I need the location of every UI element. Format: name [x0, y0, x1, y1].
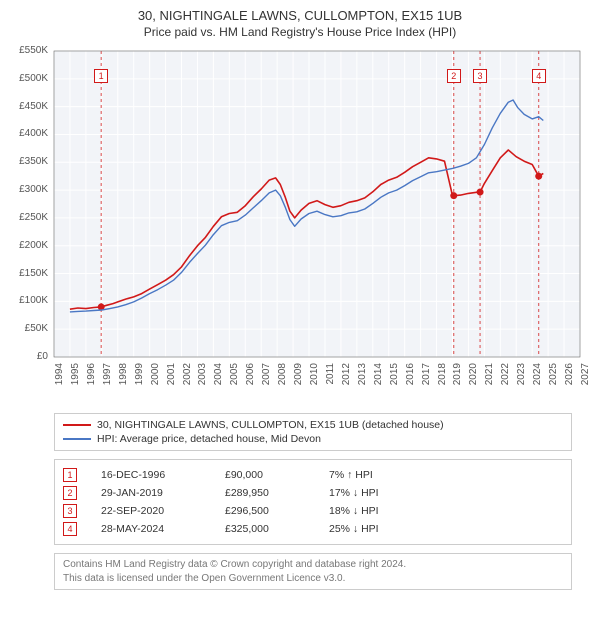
x-tick-label: 2008: [277, 363, 288, 391]
x-tick-label: 1997: [102, 363, 113, 391]
y-tick-label: £400K: [8, 128, 48, 139]
event-price: £90,000: [225, 469, 305, 481]
y-tick-label: £550K: [8, 45, 48, 56]
legend-label: 30, NIGHTINGALE LAWNS, CULLOMPTON, EX15 …: [97, 419, 444, 431]
event-row: 2 29-JAN-2019 £289,950 17% ↓ HPI: [63, 484, 563, 502]
y-tick-label: £350K: [8, 156, 48, 167]
event-price: £325,000: [225, 523, 305, 535]
x-tick-label: 2024: [532, 363, 543, 391]
attribution: Contains HM Land Registry data © Crown c…: [54, 553, 572, 590]
x-tick-label: 1995: [70, 363, 81, 391]
x-tick-label: 2023: [516, 363, 527, 391]
x-tick-label: 2001: [166, 363, 177, 391]
y-tick-label: £250K: [8, 212, 48, 223]
x-tick-label: 2019: [452, 363, 463, 391]
x-tick-label: 1994: [54, 363, 65, 391]
x-tick-label: 2027: [580, 363, 591, 391]
chart-title-sub: Price paid vs. HM Land Registry's House …: [8, 25, 592, 39]
x-tick-label: 1998: [118, 363, 129, 391]
y-tick-label: £200K: [8, 240, 48, 251]
x-tick-label: 2003: [197, 363, 208, 391]
events-table: 1 16-DEC-1996 £90,000 7% ↑ HPI 2 29-JAN-2019 £…: [54, 459, 572, 545]
legend-item: 30, NIGHTINGALE LAWNS, CULLOMPTON, EX15 …: [63, 418, 563, 432]
x-tick-label: 2012: [341, 363, 352, 391]
x-tick-label: 2016: [405, 363, 416, 391]
event-row: 4 28-MAY-2024 £325,000 25% ↓ HPI: [63, 520, 563, 538]
x-tick-label: 2025: [548, 363, 559, 391]
event-date: 16-DEC-1996: [101, 469, 201, 481]
event-price: £289,950: [225, 487, 305, 499]
x-tick-label: 2004: [213, 363, 224, 391]
event-marker-icon: 3: [63, 504, 77, 518]
x-tick-label: 2010: [309, 363, 320, 391]
x-tick-label: 2017: [421, 363, 432, 391]
y-tick-label: £150K: [8, 268, 48, 279]
legend-swatch: [63, 424, 91, 426]
x-tick-label: 2014: [373, 363, 384, 391]
event-delta: 7% ↑ HPI: [329, 469, 563, 481]
y-tick-label: £0: [8, 351, 48, 362]
y-tick-label: £100K: [8, 295, 48, 306]
event-date: 22-SEP-2020: [101, 505, 201, 517]
event-marker-icon: 1: [63, 468, 77, 482]
event-marker-3: 3: [473, 69, 487, 83]
event-marker-1: 1: [94, 69, 108, 83]
event-delta: 18% ↓ HPI: [329, 505, 563, 517]
event-row: 3 22-SEP-2020 £296,500 18% ↓ HPI: [63, 502, 563, 520]
x-tick-label: 2013: [357, 363, 368, 391]
y-tick-label: £450K: [8, 101, 48, 112]
event-marker-2: 2: [447, 69, 461, 83]
x-tick-label: 2020: [468, 363, 479, 391]
x-tick-label: 2002: [182, 363, 193, 391]
event-date: 29-JAN-2019: [101, 487, 201, 499]
y-tick-label: £500K: [8, 73, 48, 84]
plot-area: £0 £50K £100K £150K £200K £250K £300K £350K £400…: [8, 45, 592, 405]
attribution-line-1: Contains HM Land Registry data © Crown c…: [63, 558, 563, 572]
x-tick-label: 2022: [500, 363, 511, 391]
event-delta: 25% ↓ HPI: [329, 523, 563, 535]
x-tick-label: 2009: [293, 363, 304, 391]
attribution-line-2: This data is licensed under the Open Gov…: [63, 572, 563, 586]
event-delta: 17% ↓ HPI: [329, 487, 563, 499]
y-tick-label: £50K: [8, 323, 48, 334]
event-marker-icon: 4: [63, 522, 77, 536]
x-tick-label: 2011: [325, 363, 336, 391]
chart-container: 30, NIGHTINGALE LAWNS, CULLOMPTON, EX15 …: [0, 0, 600, 594]
x-tick-label: 2007: [261, 363, 272, 391]
event-price: £296,500: [225, 505, 305, 517]
x-tick-label: 2021: [484, 363, 495, 391]
event-marker-icon: 2: [63, 486, 77, 500]
x-tick-label: 2015: [389, 363, 400, 391]
event-date: 28-MAY-2024: [101, 523, 201, 535]
event-marker-4: 4: [532, 69, 546, 83]
x-tick-label: 1996: [86, 363, 97, 391]
legend-swatch: [63, 438, 91, 440]
x-tick-label: 2000: [150, 363, 161, 391]
legend: 30, NIGHTINGALE LAWNS, CULLOMPTON, EX15 …: [54, 413, 572, 451]
x-tick-label: 2026: [564, 363, 575, 391]
x-tick-label: 1999: [134, 363, 145, 391]
chart-title-main: 30, NIGHTINGALE LAWNS, CULLOMPTON, EX15 …: [8, 8, 592, 23]
legend-item: HPI: Average price, detached house, Mid …: [63, 432, 563, 446]
x-tick-label: 2018: [437, 363, 448, 391]
x-tick-label: 2005: [229, 363, 240, 391]
event-row: 1 16-DEC-1996 £90,000 7% ↑ HPI: [63, 466, 563, 484]
chart-svg: [8, 45, 592, 405]
x-tick-label: 2006: [245, 363, 256, 391]
y-tick-label: £300K: [8, 184, 48, 195]
legend-label: HPI: Average price, detached house, Mid …: [97, 433, 321, 445]
